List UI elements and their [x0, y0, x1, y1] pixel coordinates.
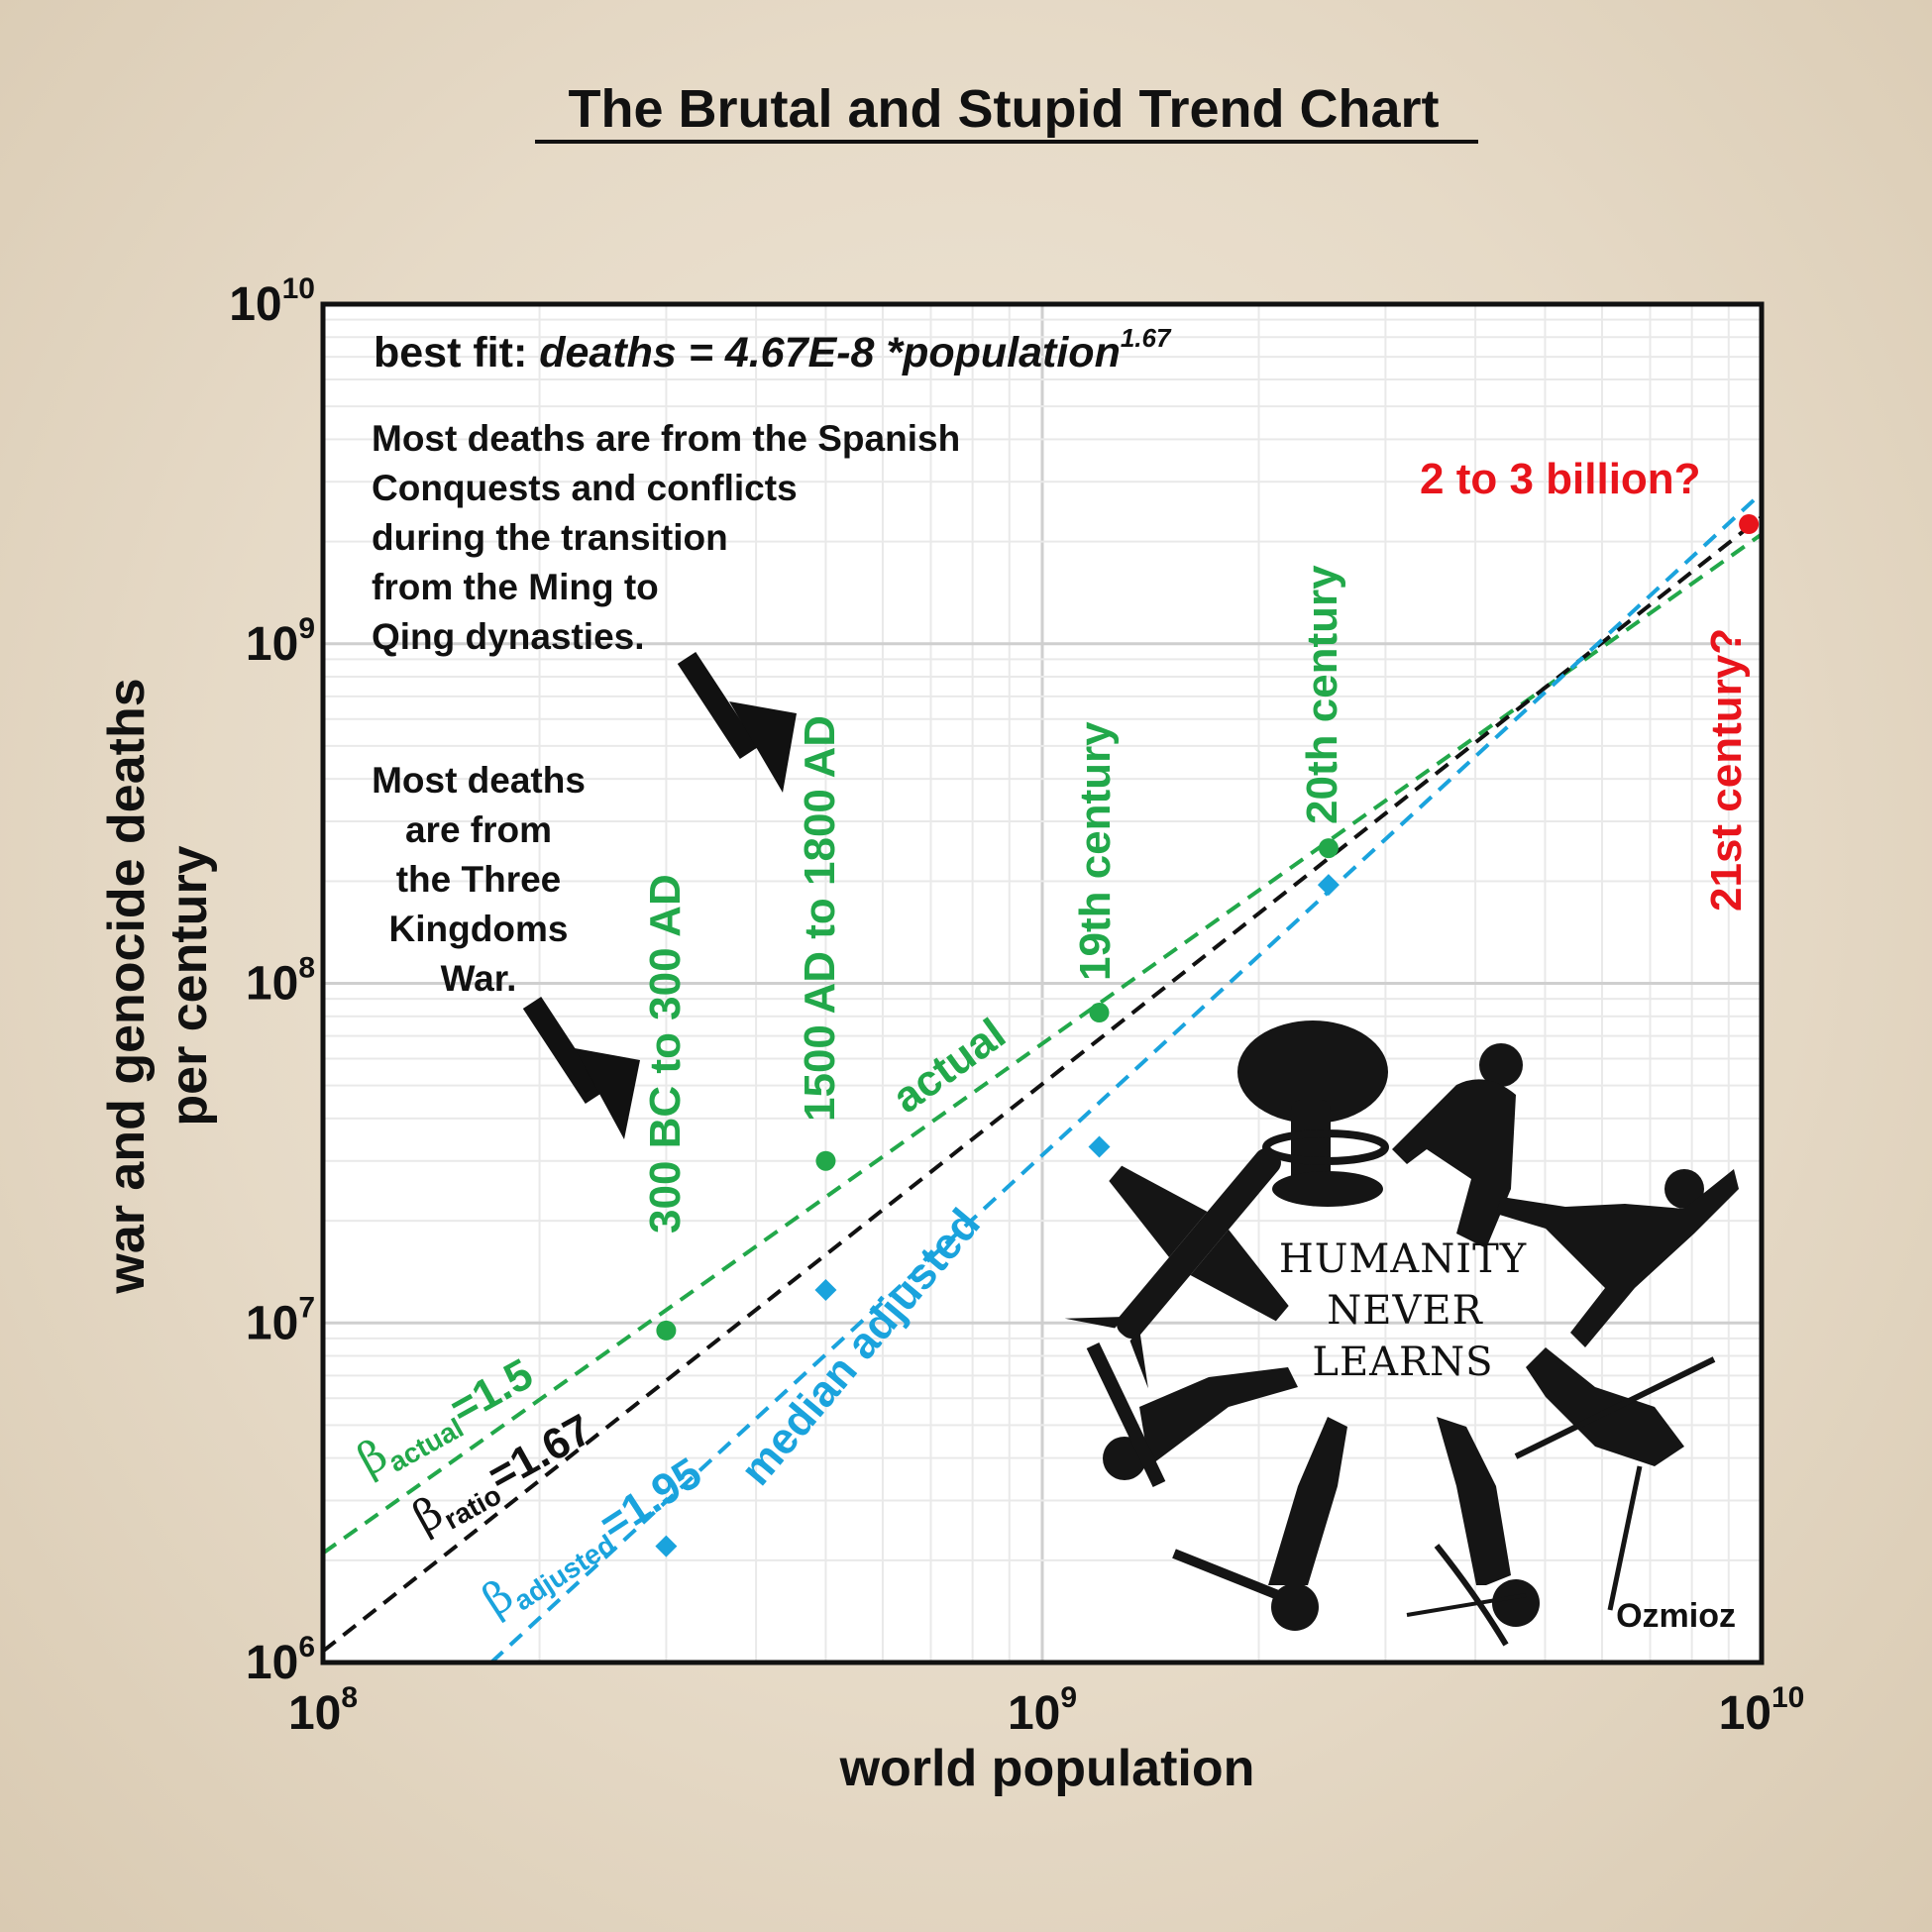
note-spanish-line: Qing dynasties. — [372, 616, 645, 657]
note-spanish-conquests: Most deaths are from the Spanish Conquest… — [372, 418, 960, 657]
note-three-kingdoms-line: Kingdoms — [389, 909, 569, 949]
note-three-kingdoms-line: War. — [441, 958, 517, 999]
label-21st-century: 21st century? — [1702, 628, 1751, 912]
best-fit-prefix: best fit: — [374, 329, 539, 376]
label-20th-century: 20th century — [1298, 565, 1346, 824]
logo-line-2: NEVER — [1327, 1288, 1483, 1334]
fit-lines — [321, 491, 1764, 1664]
y-axis-label-line-1: war and genocide deaths — [98, 678, 156, 1294]
note-three-kingdoms-line: are from — [405, 809, 552, 850]
x-tick-label: 1010 — [1719, 1681, 1805, 1740]
data-point-diamond — [814, 1279, 837, 1302]
y-tick-label: 109 — [246, 612, 315, 671]
label-300bc-300ad: 300 BC to 300 AD — [641, 874, 690, 1234]
logo-line-3: LEARNS — [1312, 1340, 1493, 1385]
data-point-circle — [1739, 514, 1760, 535]
note-spanish-line: Conquests and conflicts — [372, 468, 798, 508]
note-three-kingdoms: Most deaths are from the Three Kingdoms War. — [372, 760, 586, 999]
mushroom-cloud-icon — [1237, 1020, 1388, 1124]
x-tick-label: 108 — [288, 1681, 358, 1740]
data-point-circle — [656, 1320, 677, 1341]
plot-frame — [320, 301, 1765, 1665]
fit-line-adjusted — [489, 491, 1764, 1664]
chart-title: The Brutal and Stupid Trend Chart — [568, 79, 1439, 139]
data-point-diamond — [1317, 874, 1340, 897]
humanity-never-learns-logo: HUMANITY NEVER LEARNS — [1279, 1236, 1527, 1385]
label-1500ad-1800ad: 1500 AD to 1800 AD — [796, 715, 844, 1122]
y-tick-label: 107 — [246, 1291, 315, 1349]
data-point-diamond — [1088, 1135, 1111, 1158]
y-tick-labels: 106 107 108 109 1010 — [229, 272, 315, 1689]
x-tick-label: 109 — [1008, 1681, 1077, 1740]
y-axis-label-line-2: per century — [161, 845, 218, 1126]
arrow-icon — [522, 996, 640, 1139]
bazooka-soldier-silhouette-icon — [1086, 1342, 1298, 1488]
best-fit-exponent: 1.67 — [1121, 323, 1172, 353]
note-spanish-line: Most deaths are from the Spanish — [372, 418, 960, 459]
x-axis-label: world population — [839, 1740, 1255, 1797]
x-tick-labels: 108 109 1010 — [288, 1681, 1804, 1740]
jet-fighter-icon — [1064, 1147, 1289, 1389]
y-tick-label: 108 — [246, 952, 315, 1011]
note-three-kingdoms-line: Most deaths — [372, 760, 586, 801]
war-silhouettes-illustration — [1064, 1020, 1739, 1647]
note-spanish-line: during the transition — [372, 517, 728, 558]
best-fit-formula: deaths = 4.67E-8 *population — [539, 329, 1121, 376]
rifleman-silhouette-icon — [1172, 1417, 1347, 1631]
data-point-circle — [1318, 838, 1339, 859]
y-tick-label: 106 — [246, 1631, 315, 1689]
logo-line-1: HUMANITY — [1279, 1236, 1527, 1282]
label-19th-century: 19th century — [1071, 721, 1120, 981]
credit-ozmioz: Ozmioz — [1616, 1597, 1736, 1635]
arrow-icon — [677, 651, 797, 793]
data-point-diamond — [655, 1535, 678, 1557]
best-fit-annotation: best fit: deaths = 4.67E-8 *population1.… — [374, 323, 1172, 376]
data-point-circle — [1089, 1003, 1110, 1023]
note-spanish-line: from the Ming to — [372, 567, 659, 607]
archer-silhouette-icon — [1406, 1417, 1540, 1647]
soldier-silhouette-icon — [1392, 1043, 1523, 1248]
spearman-silhouette-icon — [1514, 1347, 1716, 1611]
y-tick-label: 1010 — [229, 272, 315, 331]
fit-line-ratio — [321, 515, 1764, 1654]
data-point-circle — [815, 1150, 836, 1171]
runner-silhouette-icon — [1496, 1169, 1739, 1347]
note-three-kingdoms-line: the Three — [396, 859, 562, 900]
label-2-to-3-billion: 2 to 3 billion? — [1420, 455, 1701, 503]
data-markers — [655, 514, 1760, 1557]
